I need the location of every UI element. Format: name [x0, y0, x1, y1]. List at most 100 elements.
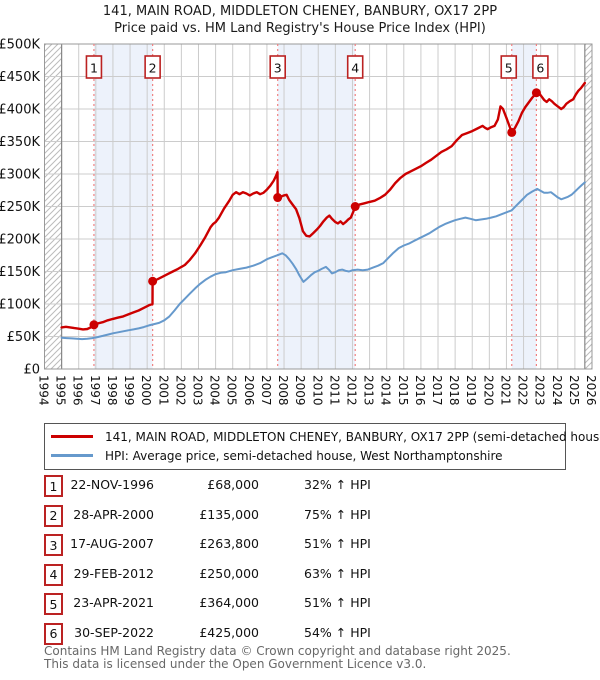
- x-tick-label: 2024: [550, 375, 564, 406]
- sale-vs-hpi: 32% ↑ HPI: [304, 477, 371, 492]
- sale-price: £364,000: [199, 595, 259, 610]
- x-tick-label: 1998: [105, 375, 119, 406]
- x-tick-label: 1996: [71, 375, 85, 406]
- x-tick-label: 2007: [259, 375, 273, 406]
- sale-date: 17-AUG-2007: [70, 536, 154, 551]
- sale-number-label: 5: [505, 61, 513, 76]
- sale-price: £250,000: [199, 565, 259, 581]
- sale-row-1: 1 22-NOV-1996 £68,000 32% ↑ HPI: [44, 471, 556, 501]
- sale-date: 29-FEB-2012: [73, 565, 154, 581]
- x-tick-label: 2017: [430, 375, 444, 406]
- x-tick-label: 2014: [379, 375, 393, 406]
- sale-number-badge: 2: [44, 504, 63, 527]
- x-tick-label: 2015: [396, 375, 410, 406]
- sale-dot-2: [148, 276, 158, 286]
- sale-dot-4: [350, 202, 360, 211]
- y-tick-label: £150K: [0, 265, 40, 280]
- sale-marker-dots: [89, 88, 541, 330]
- x-tick-label: 2011: [327, 375, 341, 406]
- plot-border: [44, 43, 593, 370]
- sale-date: 23-APR-2021: [73, 595, 154, 610]
- hpi-line: [60, 181, 586, 341]
- x-tick-label: 2018: [447, 375, 461, 406]
- hpi-line-swatch: [51, 454, 93, 457]
- sale-date: 28-APR-2000: [73, 506, 154, 522]
- x-tick-label: 2023: [533, 375, 547, 406]
- sale-dot-6: [531, 88, 541, 98]
- sale-number-badge: 1: [44, 475, 63, 497]
- x-tick-label: 2026: [584, 375, 598, 406]
- sale-vs-hpi: 54% ↑ HPI: [304, 624, 371, 640]
- sale-date-dashed-lines: [93, 44, 537, 369]
- y-tick-label: £250K: [0, 200, 40, 215]
- sale-date: 22-NOV-1996: [70, 477, 154, 492]
- sale-row-2: 2 28-APR-2000 £135,000 75% ↑ HPI: [44, 501, 556, 531]
- sale-vs-hpi: 51% ↑ HPI: [304, 536, 371, 551]
- sale-row-3: 3 17-AUG-2007 £263,800 51% ↑ HPI: [44, 530, 556, 560]
- y-tick-label: £450K: [0, 70, 40, 85]
- price-paid-line-swatch: [51, 435, 93, 438]
- x-tick-label: 2003: [190, 375, 204, 406]
- sale-row-5: 5 23-APR-2021 £364,000 51% ↑ HPI: [44, 589, 556, 619]
- x-tick-label: 2002: [173, 375, 187, 406]
- x-tick-label: 2006: [242, 375, 256, 406]
- x-tick-label: 2000: [139, 375, 153, 406]
- sale-row-4: 4 29-FEB-2012 £250,000 63% ↑ HPI: [44, 560, 556, 590]
- x-tick-label: 2016: [413, 375, 427, 406]
- x-tick-label: 2021: [498, 375, 512, 406]
- sale-number-badge: 6: [44, 622, 63, 645]
- sale-number-badge: 3: [44, 534, 63, 556]
- x-tick-label: 2009: [293, 375, 307, 406]
- sale-number-label: 4: [351, 61, 359, 76]
- y-tick-label: £200K: [0, 233, 40, 248]
- x-tick-label: 2020: [481, 375, 495, 406]
- sale-price: £263,800: [199, 536, 259, 551]
- sale-dot-5: [507, 127, 517, 137]
- x-tick-label: 2025: [567, 375, 581, 406]
- sale-price: £68,000: [207, 477, 259, 492]
- license-footer: Contains HM Land Registry data © Crown c…: [44, 645, 511, 670]
- x-tick-label: 2004: [208, 375, 222, 406]
- sale-price: £135,000: [199, 506, 259, 522]
- x-tick-label: 2022: [516, 375, 530, 406]
- sale-number-label: 3: [274, 61, 282, 76]
- footer-line-1: Contains HM Land Registry data © Crown c…: [44, 644, 511, 658]
- y-tick-label: £300K: [0, 168, 40, 183]
- x-tick-label: 2008: [276, 375, 290, 406]
- chart-title-address: 141, MAIN ROAD, MIDDLETON CHENEY, BANBUR…: [102, 4, 498, 19]
- x-tick-label: 2013: [362, 375, 376, 406]
- price-paid-line: [60, 81, 586, 331]
- legend-row-price-paid: 141, MAIN ROAD, MIDDLETON CHENEY, BANBUR…: [51, 427, 600, 446]
- sale-number-badge: 4: [44, 563, 63, 586]
- sales-table: 1 22-NOV-1996 £68,000 32% ↑ HPI 2 28-APR-2000…: [44, 471, 556, 648]
- sale-dot-1: [89, 320, 99, 330]
- sale-price: £425,000: [199, 624, 259, 640]
- y-tick-label: £350K: [0, 135, 40, 150]
- legend-label-price-paid: 141, MAIN ROAD, MIDDLETON CHENEY, BANBUR…: [105, 429, 600, 444]
- x-tick-label: 2010: [310, 375, 324, 406]
- chart-subtitle: Price paid vs. HM Land Registry's House …: [114, 21, 486, 36]
- legend-row-hpi: HPI: Average price, semi-detached house,…: [51, 446, 559, 465]
- y-tick-label: £0: [23, 363, 40, 378]
- sale-number-badge: 5: [44, 593, 63, 615]
- x-tick-label: 1994: [37, 375, 51, 406]
- sale-number-label: 1: [90, 61, 98, 76]
- price-history-chart: 1 2 3 4 5 6 £0 £50K £100K £150K £200K £250K £300K £35…: [0, 38, 599, 406]
- y-tick-label: £50K: [7, 330, 41, 345]
- sale-vs-hpi: 63% ↑ HPI: [304, 565, 371, 581]
- sale-number-label: 6: [536, 61, 544, 76]
- sale-vs-hpi: 75% ↑ HPI: [304, 506, 371, 522]
- legend-label-hpi: HPI: Average price, semi-detached house,…: [105, 448, 503, 463]
- sale-dot-3: [273, 193, 283, 203]
- x-tick-label: 1995: [54, 375, 68, 406]
- x-tick-label: 1999: [122, 375, 136, 406]
- x-tick-label: 2005: [225, 375, 239, 406]
- sale-date: 30-SEP-2022: [74, 624, 154, 640]
- x-tick-label: 2019: [464, 375, 478, 406]
- sale-number-boxes: 1 2 3 4 5 6: [85, 55, 549, 79]
- chart-legend: 141, MAIN ROAD, MIDDLETON CHENEY, BANBUR…: [44, 423, 600, 470]
- x-tick-label: 1997: [88, 375, 102, 406]
- x-axis-labels: 1994 1995 1996 1997 1998 1999 2000 2001 2002 2003…: [37, 375, 599, 406]
- sale-vs-hpi: 51% ↑ HPI: [304, 595, 371, 610]
